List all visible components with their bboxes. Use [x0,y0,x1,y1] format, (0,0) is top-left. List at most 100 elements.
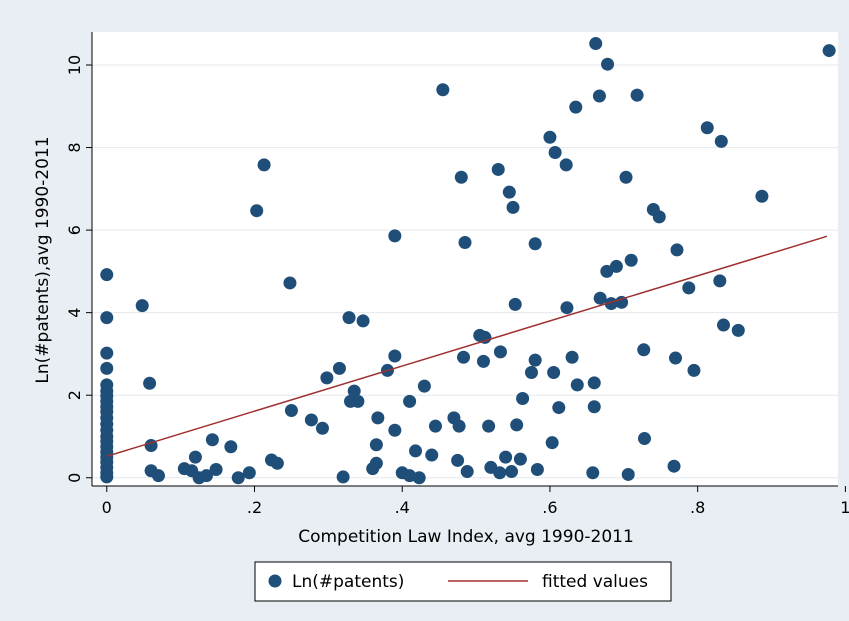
data-point [231,471,245,485]
data-point [409,444,423,458]
data-point [388,423,402,437]
data-point [508,297,522,311]
data-point [493,345,507,359]
data-point [510,418,524,432]
data-point [356,314,370,328]
x-tick-label: 1 [840,498,849,517]
data-point [403,394,417,408]
data-point [624,253,638,267]
legend: Ln(#patents) fitted values [254,561,672,602]
x-axis-title: Competition Law Index, avg 1990-2011 [298,527,634,547]
legend-marker-patents [268,574,282,588]
plot-area [92,32,838,486]
data-point [452,419,466,433]
x-tick-label: .8 [690,498,705,517]
data-point [669,351,683,365]
data-point [516,392,530,406]
x-tick-label: .4 [395,498,410,517]
data-point [199,469,213,483]
data-point [619,170,633,184]
data-point [593,291,607,305]
y-tick-label: 8 [65,142,84,152]
data-point [545,436,559,450]
data-point [592,89,606,103]
data-point [451,453,465,467]
data-point [530,462,544,476]
data-point [100,346,114,360]
data-point [315,421,329,435]
data-point [687,363,701,377]
data-point [621,467,635,481]
data-point [100,361,114,375]
data-point [560,301,574,315]
data-point [586,466,600,480]
data-point [143,376,157,390]
y-tick-label: 10 [65,55,84,75]
data-point [478,330,492,344]
data-point [570,378,584,392]
data-point [528,353,542,367]
data-point [347,384,361,398]
data-point [151,469,165,483]
data-point [601,57,615,71]
data-point [284,403,298,417]
data-point [491,162,505,176]
data-point [457,350,471,364]
y-tick-label: 2 [65,390,84,400]
data-point [731,323,745,337]
data-point [822,44,836,58]
data-point [713,274,727,288]
data-point [552,401,566,415]
gridlines [92,64,838,479]
data-point [436,83,450,97]
data-point [369,456,383,470]
data-point [283,276,297,290]
data-point [458,235,472,249]
fitted-line [106,235,828,458]
data-point [320,371,334,385]
data-point [454,170,468,184]
y-tick-label: 4 [65,308,84,318]
data-point [224,440,238,454]
data-point [502,185,516,199]
data-point [332,361,346,375]
data-point [412,471,426,485]
data-point [755,189,769,203]
y-tick-label: 6 [65,225,84,235]
y-axis-title: Ln(#patents),avg 1990-2011 [33,136,53,383]
data-point [682,281,696,295]
data-point [528,237,542,251]
data-point [351,394,365,408]
data-point [304,413,318,427]
data-point [135,299,149,313]
data-point [700,121,714,135]
data-point [371,411,385,425]
data-point [100,268,114,282]
data-point [604,297,618,311]
data-point [548,146,562,160]
data-point [270,456,284,470]
data-point [559,158,573,172]
data-point [100,311,114,325]
data-point [630,88,644,102]
data-point [565,350,579,364]
data-point [587,400,601,414]
data-point [205,433,219,447]
data-point [425,448,439,462]
data-point [547,366,561,379]
data-point [417,379,431,393]
y-tick-label: 0 [65,473,84,483]
data-point [609,259,623,273]
data-point [615,295,629,309]
data-point [388,349,402,363]
data-point [505,465,519,479]
data-point [587,376,601,390]
data-point [188,450,202,464]
data-point [257,158,271,172]
data-point [460,465,474,479]
data-point [637,432,651,446]
fitted-line-group [106,235,828,458]
data-point [513,452,527,466]
data-point [342,311,356,325]
